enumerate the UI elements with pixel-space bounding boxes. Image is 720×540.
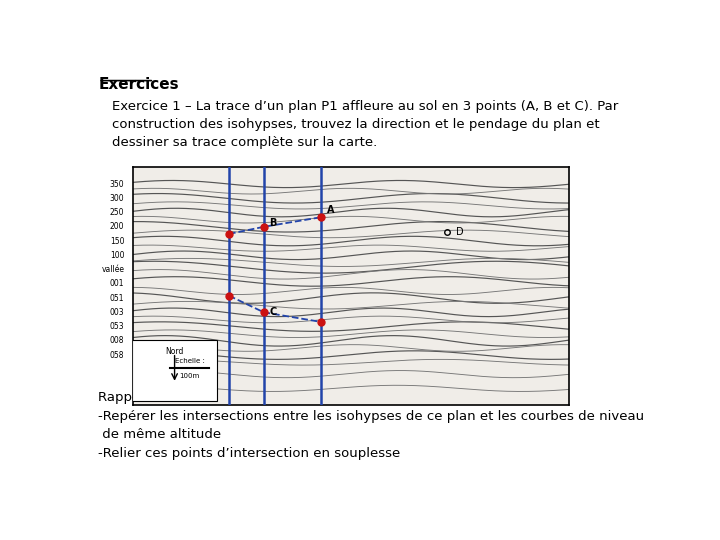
Text: Exercice 1 – La trace d’un plan P1 affleure au sol en 3 points (A, B et C). Par
: Exercice 1 – La trace d’un plan P1 affle… bbox=[112, 100, 618, 149]
Text: 058: 058 bbox=[110, 350, 125, 360]
Text: Nord: Nord bbox=[166, 347, 184, 356]
Text: 053: 053 bbox=[110, 322, 125, 331]
Text: vallée: vallée bbox=[102, 265, 125, 274]
Text: 350: 350 bbox=[110, 179, 125, 188]
Text: Exercices: Exercices bbox=[99, 77, 179, 92]
Text: 051: 051 bbox=[110, 294, 125, 302]
Text: 008: 008 bbox=[110, 336, 125, 346]
Text: 300: 300 bbox=[110, 194, 125, 203]
Text: B: B bbox=[269, 218, 276, 228]
Text: 150: 150 bbox=[110, 237, 125, 246]
Text: 100m: 100m bbox=[180, 373, 200, 379]
FancyBboxPatch shape bbox=[132, 340, 217, 401]
Text: 001: 001 bbox=[110, 279, 125, 288]
Text: D: D bbox=[456, 227, 463, 237]
Text: Rappel : cartographier la trace d’un plan, c’est :
-Repérer les intersections en: Rappel : cartographier la trace d’un pla… bbox=[99, 391, 644, 460]
Text: 250: 250 bbox=[110, 208, 125, 217]
Text: C: C bbox=[269, 307, 276, 317]
Text: 200: 200 bbox=[110, 222, 125, 231]
Text: 100: 100 bbox=[110, 251, 125, 260]
Text: A: A bbox=[327, 205, 335, 215]
Text: Echelle :: Echelle : bbox=[175, 358, 204, 364]
Text: 003: 003 bbox=[110, 308, 125, 317]
